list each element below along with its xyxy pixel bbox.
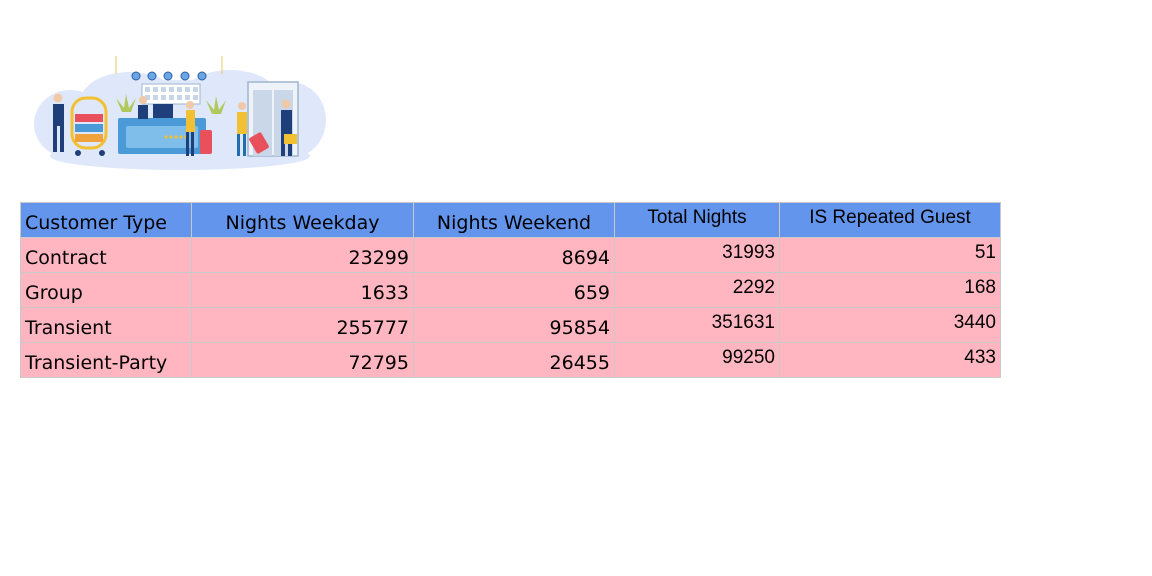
cell-total-nights[interactable]: 31993 bbox=[614, 237, 780, 273]
table-row: Transient-Party 72795 26455 99250 433 bbox=[20, 342, 1001, 378]
hotel-reception-illustration[interactable] bbox=[30, 52, 328, 172]
cell-customer-type[interactable]: Transient bbox=[20, 307, 192, 343]
cell-is-repeated-guest[interactable]: 168 bbox=[779, 272, 1001, 308]
cell-customer-type[interactable]: Contract bbox=[20, 237, 192, 273]
customer-nights-table[interactable]: Customer Type Nights Weekday Nights Week… bbox=[20, 202, 1001, 378]
cell-nights-weekday[interactable]: 1633 bbox=[191, 272, 414, 308]
table-row: Transient 255777 95854 351631 3440 bbox=[20, 307, 1001, 343]
hotel-reception-image bbox=[34, 56, 326, 170]
cell-total-nights[interactable]: 99250 bbox=[614, 342, 780, 378]
header-nights-weekday[interactable]: Nights Weekday bbox=[191, 202, 414, 238]
cell-is-repeated-guest[interactable]: 51 bbox=[779, 237, 1001, 273]
cell-nights-weekend[interactable]: 95854 bbox=[413, 307, 615, 343]
table-row: Group 1633 659 2292 168 bbox=[20, 272, 1001, 308]
cell-is-repeated-guest[interactable]: 433 bbox=[779, 342, 1001, 378]
cell-total-nights[interactable]: 2292 bbox=[614, 272, 780, 308]
cell-nights-weekend[interactable]: 659 bbox=[413, 272, 615, 308]
header-nights-weekend[interactable]: Nights Weekend bbox=[413, 202, 615, 238]
cell-total-nights[interactable]: 351631 bbox=[614, 307, 780, 343]
header-total-nights[interactable]: Total Nights bbox=[614, 202, 780, 238]
cell-customer-type[interactable]: Group bbox=[20, 272, 192, 308]
cell-nights-weekday[interactable]: 72795 bbox=[191, 342, 414, 378]
cell-is-repeated-guest[interactable]: 3440 bbox=[779, 307, 1001, 343]
header-customer-type[interactable]: Customer Type bbox=[20, 202, 192, 238]
table-header-row: Customer Type Nights Weekday Nights Week… bbox=[20, 202, 1001, 238]
cell-customer-type[interactable]: Transient-Party bbox=[20, 342, 192, 378]
cell-nights-weekend[interactable]: 8694 bbox=[413, 237, 615, 273]
cell-nights-weekday[interactable]: 23299 bbox=[191, 237, 414, 273]
cell-nights-weekday[interactable]: 255777 bbox=[191, 307, 414, 343]
header-is-repeated-guest[interactable]: IS Repeated Guest bbox=[779, 202, 1001, 238]
cell-nights-weekend[interactable]: 26455 bbox=[413, 342, 615, 378]
table-row: Contract 23299 8694 31993 51 bbox=[20, 237, 1001, 273]
